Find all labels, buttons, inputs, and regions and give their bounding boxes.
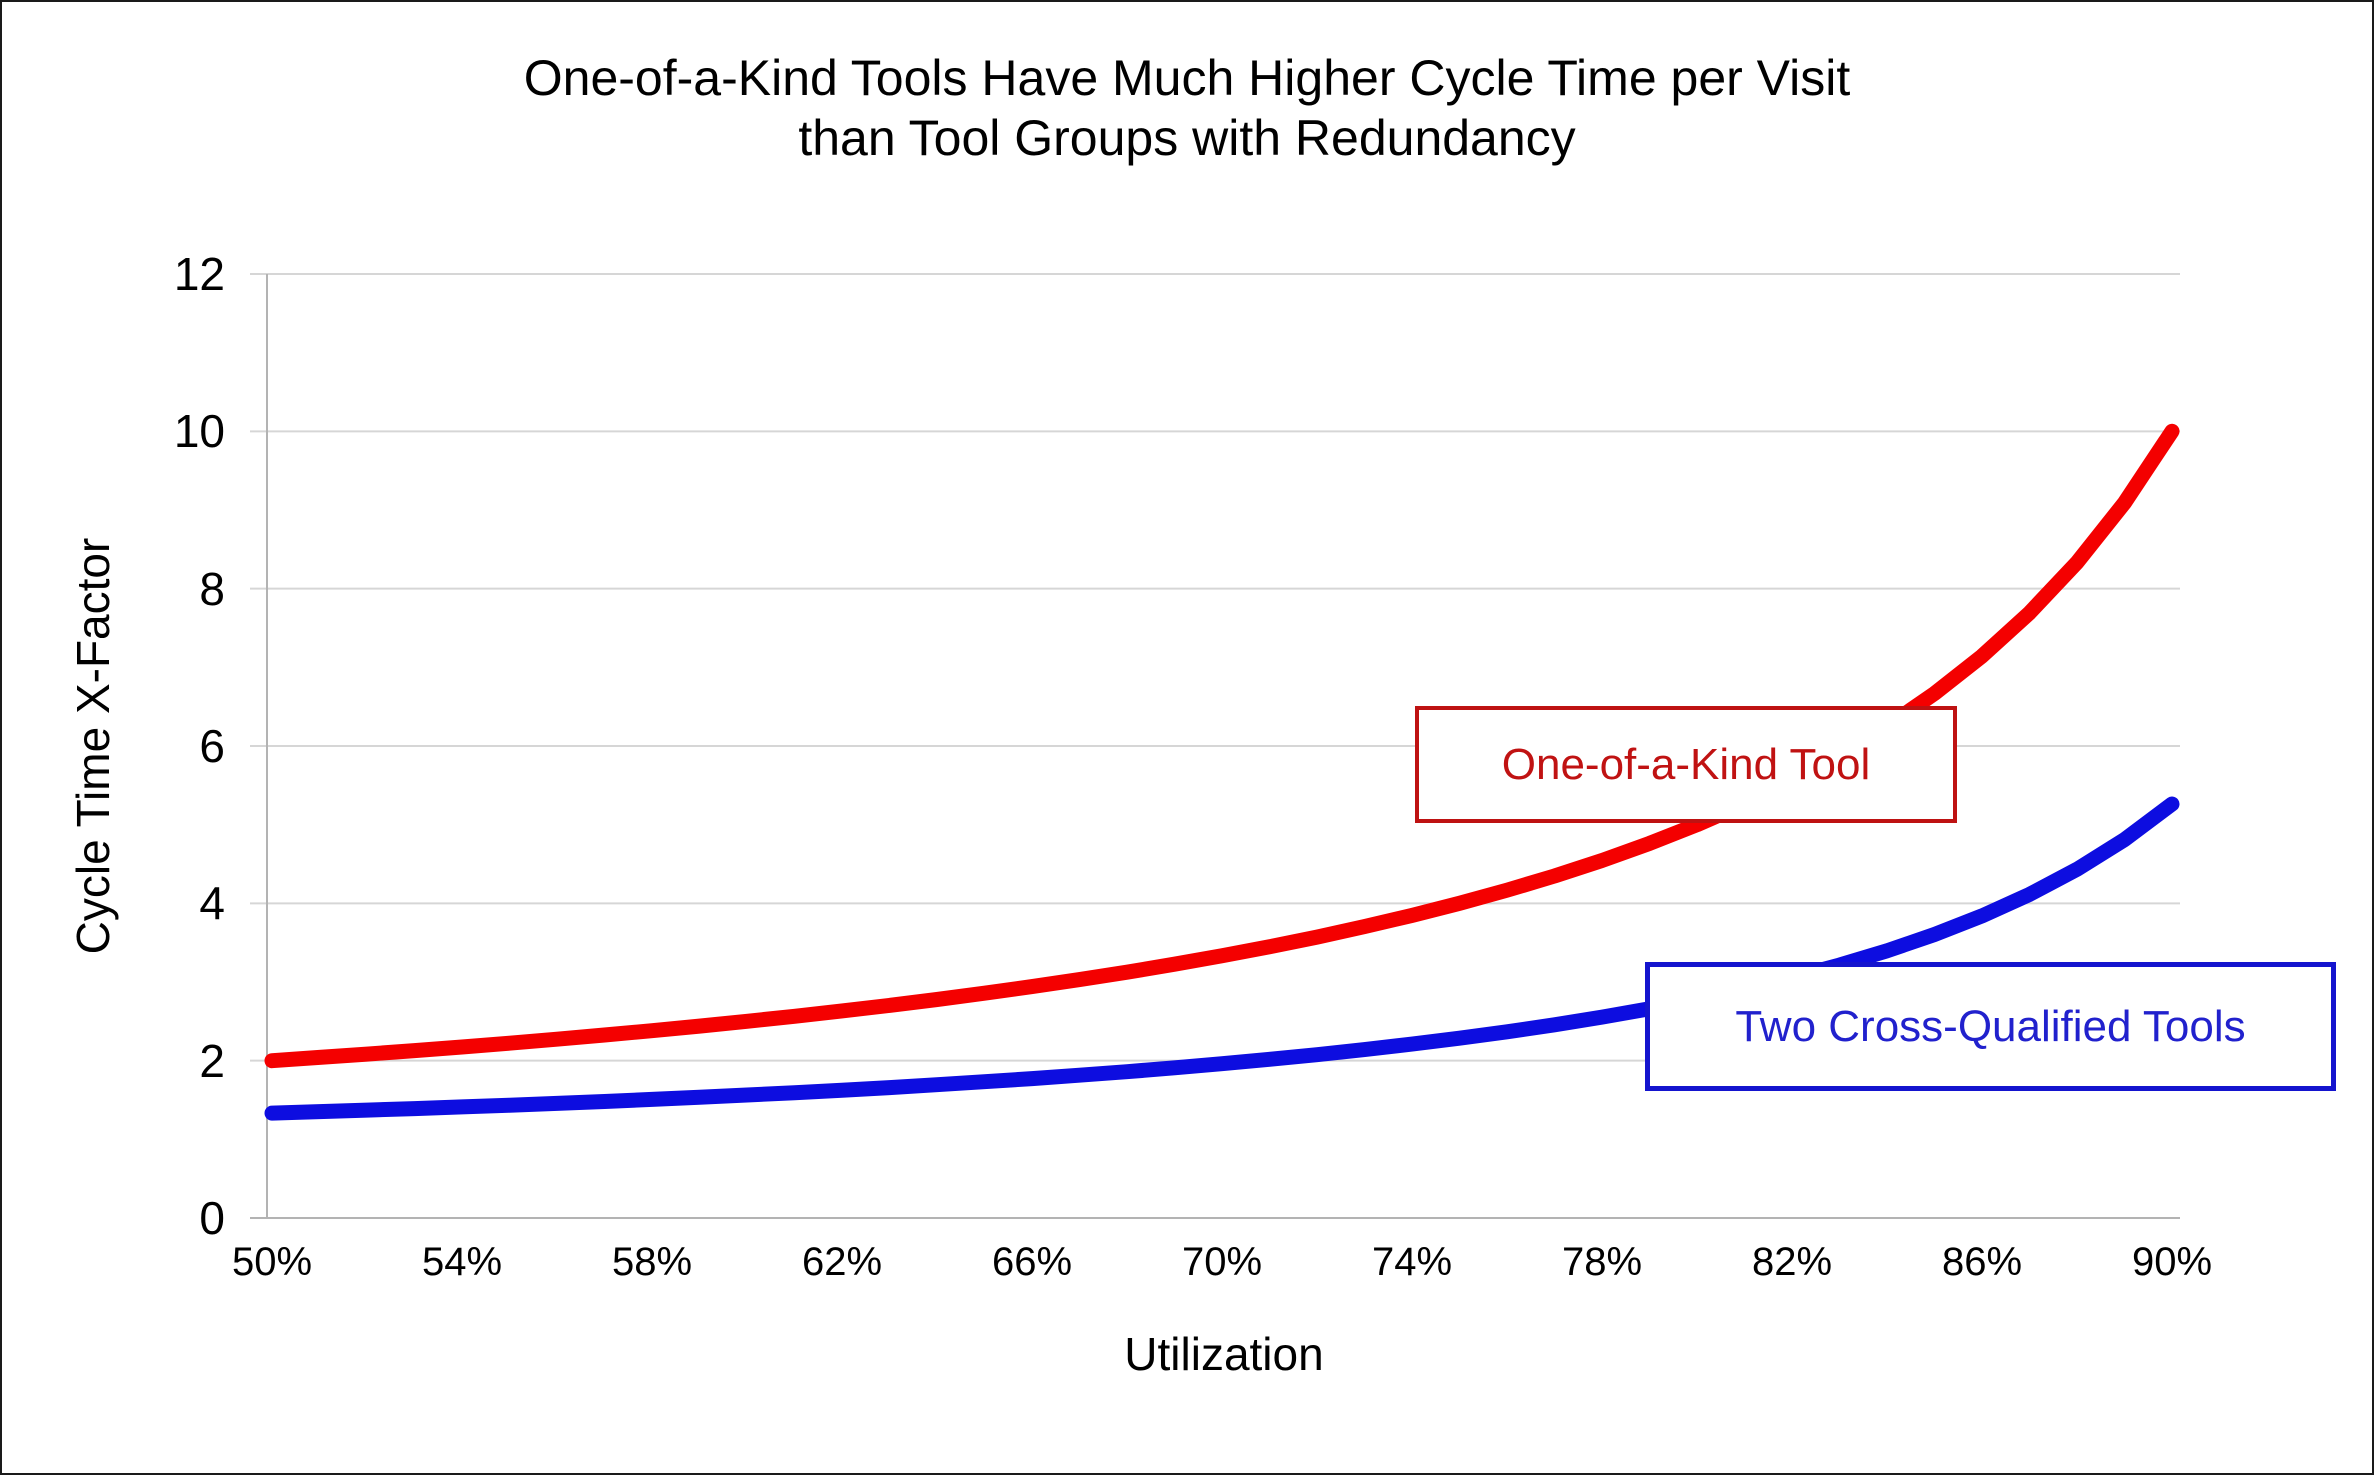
- series-label-one-of-a-kind-tool: One-of-a-Kind Tool: [1501, 739, 1871, 789]
- y-tick-label-12: 12: [173, 248, 225, 300]
- y-tick-label-0: 0: [199, 1192, 225, 1244]
- x-tick-label-82%: 82%: [1751, 1240, 1833, 1284]
- y-axis-title: Cycle Time X-Factor: [67, 537, 119, 955]
- x-tick-label-74%: 74%: [1371, 1240, 1453, 1284]
- x-tick-label-66%: 66%: [991, 1240, 1073, 1284]
- x-tick-label-70%: 70%: [1181, 1240, 1263, 1284]
- x-tick-label-62%: 62%: [801, 1240, 883, 1284]
- series-label-box-two-cross-qualified-tools: Two Cross-Qualified Tools: [1645, 962, 2336, 1091]
- x-tick-label-54%: 54%: [421, 1240, 503, 1284]
- series-label-two-cross-qualified-tools: Two Cross-Qualified Tools: [1735, 1001, 2246, 1051]
- chart-title-line1: One-of-a-Kind Tools Have Much Higher Cyc…: [523, 50, 1851, 106]
- chart-title-line2: than Tool Groups with Redundancy: [798, 110, 1576, 166]
- x-tick-label-50%: 50%: [231, 1240, 313, 1284]
- y-tick-label-10: 10: [173, 405, 225, 458]
- x-tick-label-86%: 86%: [1941, 1240, 2023, 1284]
- series-label-box-one-of-a-kind-tool: One-of-a-Kind Tool: [1415, 706, 1957, 823]
- y-tick-label-2: 2: [199, 1034, 225, 1087]
- series-line-two-cross-qualified-tools: [264, 796, 2180, 1121]
- y-tick-label-8: 8: [199, 562, 225, 615]
- x-axis-title: Utilization: [1124, 1328, 1324, 1380]
- x-tick-label-78%: 78%: [1561, 1240, 1643, 1284]
- chart-title: One-of-a-Kind Tools Have Much Higher Cyc…: [2, 48, 2372, 168]
- x-tick-label-90%: 90%: [2131, 1240, 2213, 1284]
- x-tick-label-58%: 58%: [611, 1240, 693, 1284]
- y-tick-label-4: 4: [199, 877, 225, 930]
- y-tick-label-6: 6: [199, 720, 225, 772]
